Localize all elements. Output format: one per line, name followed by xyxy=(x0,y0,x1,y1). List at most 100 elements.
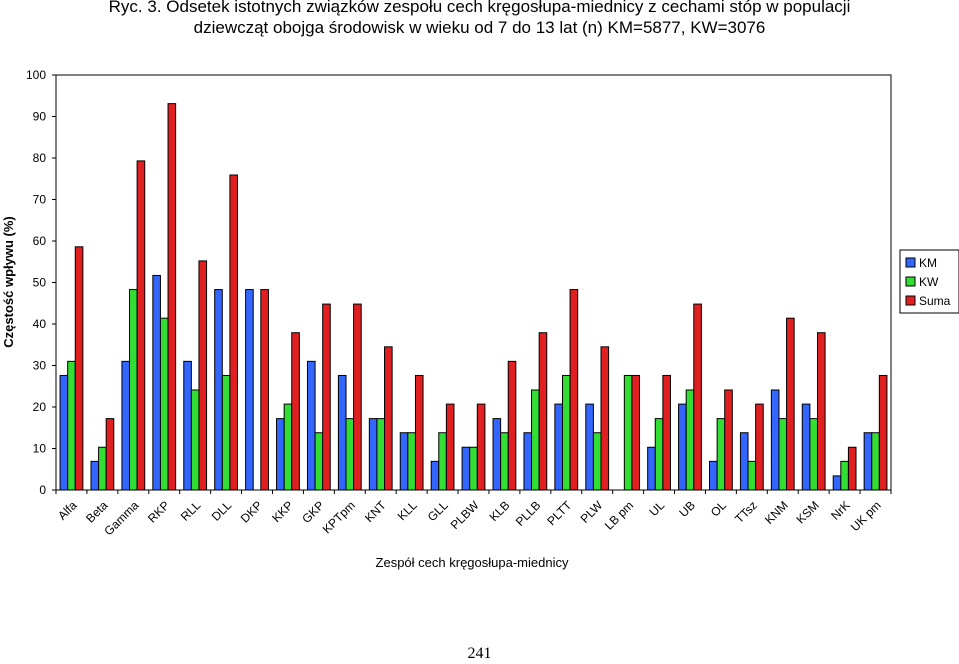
bar-kw xyxy=(190,389,200,491)
bar-suma xyxy=(662,374,671,491)
bar-suma xyxy=(476,403,486,491)
legend-label-kw: KW xyxy=(919,275,939,289)
bar-kw xyxy=(314,432,324,491)
bar-kw xyxy=(654,418,664,491)
bar-suma xyxy=(384,346,393,491)
bar-suma xyxy=(631,374,641,491)
bar-suma xyxy=(445,403,455,491)
bar-km xyxy=(245,289,254,491)
bar-suma xyxy=(786,317,795,491)
bar-kw xyxy=(500,432,509,491)
bar-km xyxy=(276,418,285,491)
bar-km xyxy=(337,374,347,491)
legend-swatch-km xyxy=(905,257,916,268)
bar-suma xyxy=(229,174,238,491)
bar-km xyxy=(152,274,161,491)
bar-km xyxy=(770,389,780,491)
bar-kw xyxy=(531,389,540,491)
x-tick-label: OL xyxy=(708,498,729,519)
bar-suma xyxy=(816,332,826,491)
x-tick-label: GKP xyxy=(299,498,327,526)
bar-kw xyxy=(469,446,478,491)
bar-suma xyxy=(878,374,888,491)
y-tick-label: 50 xyxy=(33,276,47,290)
bar-km xyxy=(90,460,100,491)
x-tick-label: Beta xyxy=(83,498,111,526)
x-tick-label: PLLB xyxy=(513,498,544,529)
bar-km xyxy=(399,432,409,491)
plot-area xyxy=(55,74,892,491)
bar-kw xyxy=(716,418,726,491)
bar-km xyxy=(647,446,656,491)
x-tick-label: PLTT xyxy=(544,498,574,528)
y-tick-label: 80 xyxy=(33,151,47,165)
x-tick-label: KNT xyxy=(362,498,389,525)
figure-title: Ryc. 3. Odsetek istotnych związków zespo… xyxy=(0,0,959,38)
bar-kw xyxy=(623,374,633,491)
bar-kw xyxy=(283,403,293,491)
bar-km xyxy=(59,374,69,491)
bar-km xyxy=(554,403,563,491)
y-tick-label: 60 xyxy=(33,234,47,248)
bar-kw xyxy=(345,418,355,491)
bar-km xyxy=(585,403,594,491)
legend-swatch-kw xyxy=(905,276,916,287)
x-tick-label: RLL xyxy=(178,498,204,524)
bar-kw xyxy=(98,446,107,491)
bar-kw xyxy=(592,432,602,491)
bar-kw xyxy=(871,432,880,491)
bar-suma xyxy=(136,160,146,491)
bar-suma xyxy=(105,418,115,491)
bar-km xyxy=(832,475,842,491)
x-tick-label: TTsz xyxy=(732,498,760,526)
x-tick-label: LB pm xyxy=(602,498,636,532)
x-tick-label: DKP xyxy=(238,498,265,525)
bar-kw xyxy=(561,374,571,491)
bar-suma xyxy=(755,403,764,491)
bar-kw xyxy=(407,432,416,491)
bar-suma xyxy=(693,303,702,491)
x-tick-label: GLL xyxy=(425,498,451,524)
bar-suma xyxy=(538,332,548,491)
y-axis-ticks: 0 10 20 30 40 50 60 70 80 90 100 xyxy=(26,68,56,497)
bar-suma xyxy=(847,446,857,491)
bar-suma xyxy=(260,289,269,491)
bar-km xyxy=(306,360,316,491)
y-tick-label: 40 xyxy=(33,317,47,331)
plot-frame xyxy=(55,74,892,491)
page-number: 241 xyxy=(467,645,492,662)
bar-suma xyxy=(353,303,362,491)
legend-swatch-suma xyxy=(905,295,916,306)
bar-kw xyxy=(778,418,788,491)
legend-label-km: KM xyxy=(919,256,937,270)
bar-kw xyxy=(685,389,695,491)
x-tick-label: KLL xyxy=(395,498,420,523)
bar-km xyxy=(183,360,192,491)
bar-km xyxy=(368,418,378,491)
x-tick-label: DLL xyxy=(209,498,235,524)
bar-suma xyxy=(74,246,84,491)
bar-suma xyxy=(198,260,208,491)
bar-kw xyxy=(376,418,386,491)
bar-kw xyxy=(809,418,818,491)
bar-kw xyxy=(159,317,169,491)
bar-kw xyxy=(221,374,231,491)
x-tick-label: UL xyxy=(646,498,667,519)
bar-km xyxy=(678,403,687,491)
x-tick-label: KPTpm xyxy=(320,498,358,536)
bar-km xyxy=(461,446,471,491)
x-axis-label: Zespół cech kręgosłupa-miednicy xyxy=(376,555,569,570)
bar-km xyxy=(709,460,718,491)
bar-suma xyxy=(291,332,300,491)
bar-km xyxy=(801,403,811,491)
figure-title-line2: dziewcząt obojga środowisk w wieku od 7 … xyxy=(193,18,766,37)
x-tick-label: Gamma xyxy=(101,498,141,538)
y-tick-label: 10 xyxy=(33,442,47,456)
bar-km xyxy=(492,418,502,491)
bar-suma xyxy=(600,346,610,491)
x-tick-label: PLBW xyxy=(448,498,482,532)
x-tick-label: RKP xyxy=(145,498,172,525)
x-tick-label: KSM xyxy=(794,498,822,526)
y-tick-label: 0 xyxy=(39,483,46,497)
